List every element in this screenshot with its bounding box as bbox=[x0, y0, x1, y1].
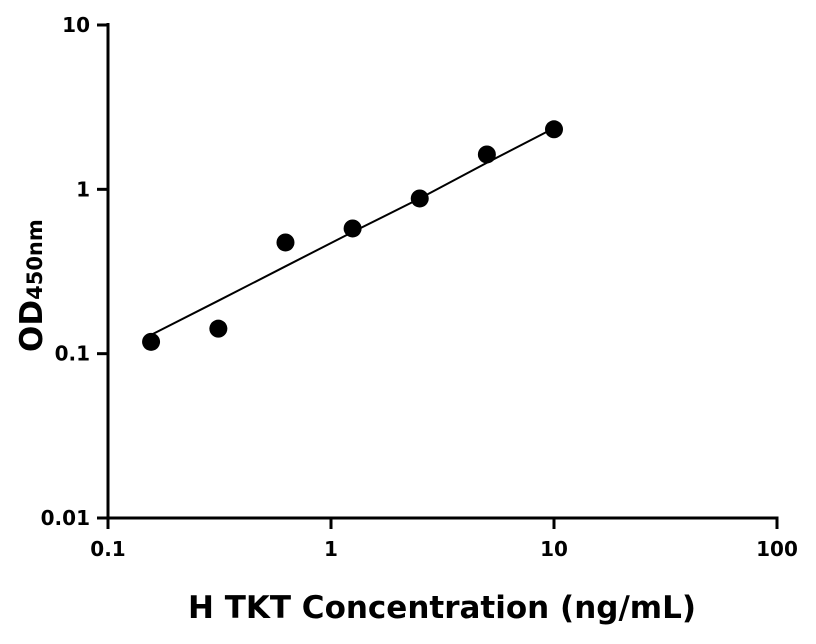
data-point bbox=[343, 219, 362, 238]
x-tick-label: 1 bbox=[324, 537, 338, 561]
x-tick-label: 0.1 bbox=[90, 537, 125, 561]
y-axis-label-main: OD bbox=[14, 300, 50, 352]
data-point bbox=[209, 319, 228, 338]
x-tick-label: 100 bbox=[756, 537, 798, 561]
y-ticks: 0.01 0.1 1 10 bbox=[41, 13, 108, 530]
x-axis-label: H TKT Concentration (ng/mL) bbox=[188, 590, 696, 626]
y-tick-label: 0.1 bbox=[55, 342, 90, 366]
data-point bbox=[545, 120, 563, 139]
axes bbox=[106, 23, 779, 520]
y-tick-label: 0.01 bbox=[41, 506, 90, 530]
x-tick-label: 10 bbox=[540, 537, 568, 561]
y-tick-label: 10 bbox=[62, 13, 90, 37]
data-point bbox=[142, 332, 161, 351]
data-point bbox=[276, 233, 295, 252]
y-axis-label-sub: 450nm bbox=[23, 219, 47, 300]
data-point bbox=[410, 189, 429, 208]
data-points bbox=[142, 120, 563, 351]
data-point bbox=[477, 145, 496, 164]
x-ticks: 0.1 1 10 100 bbox=[90, 518, 798, 561]
y-axis-label: OD450nm bbox=[14, 219, 50, 352]
y-tick-label: 1 bbox=[76, 177, 90, 201]
